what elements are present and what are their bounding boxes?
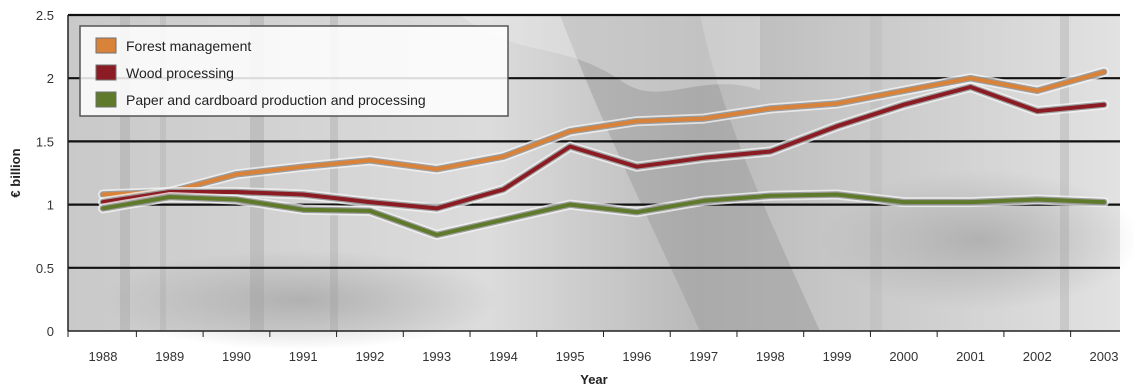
series-0-point-13	[968, 76, 973, 80]
series-0-point-10	[768, 106, 772, 111]
series-1-point-13	[968, 85, 973, 89]
series-0-point-2	[234, 172, 239, 176]
y-tick-label-2: 1	[47, 198, 54, 213]
series-1-point-2	[234, 190, 239, 194]
series-0-point-4	[368, 158, 372, 162]
series-1-point-3	[301, 192, 305, 197]
series-1-point-7	[568, 144, 572, 149]
series-1-point-14	[1035, 109, 1039, 113]
series-1-point-8	[635, 165, 639, 169]
series-0-point-9	[702, 117, 706, 121]
axes	[67, 15, 1120, 337]
series-line-1	[101, 85, 1106, 211]
series-2-point-7	[568, 203, 572, 207]
series-2-point-1	[168, 195, 172, 199]
x-tick-label-11: 1999	[823, 349, 852, 364]
series-0-point-12	[902, 89, 906, 93]
series-2-point-0	[101, 206, 105, 210]
series-1-point-12	[902, 103, 906, 107]
series-1-point-10	[768, 149, 772, 154]
x-tick-label-1: 1989	[155, 349, 184, 364]
x-tick-label-6: 1994	[489, 349, 518, 364]
y-tick-labels: 0 0.5 1 1.5 2 2.5	[36, 8, 54, 339]
series-0-point-5	[435, 167, 439, 171]
x-tick-label-3: 1991	[289, 349, 318, 364]
y-tick-label-4: 2	[47, 71, 54, 86]
series-2-point-3	[301, 208, 305, 212]
legend-swatch-paper-and-cardboard	[95, 91, 117, 108]
x-tick-label-0: 1988	[89, 349, 118, 364]
x-tick-labels: 1988 1989 1990 1991 1992 1993 1994 1995 1996 1997…	[89, 349, 1119, 364]
series-2-point-11	[835, 192, 839, 197]
legend: Forest management Wood processing Paper …	[79, 25, 509, 117]
series-2-point-2	[234, 197, 239, 202]
series-line-2	[101, 192, 1106, 237]
series-2-point-13	[968, 200, 973, 204]
series-2-point-8	[635, 210, 639, 214]
series-0-point-0	[101, 192, 105, 197]
plot-background	[68, 15, 1134, 350]
y-axis-title: € billion	[8, 148, 23, 197]
series-2-point-14	[1035, 197, 1039, 202]
series-layer	[98, 66, 1109, 240]
legend-label-forest-management: Forest management	[126, 38, 251, 54]
series-2-point-15	[1102, 200, 1106, 204]
series-0-point-11	[835, 101, 839, 106]
y-tick-label-1: 0.5	[36, 261, 54, 276]
x-axis-title: Year	[580, 372, 607, 387]
series-2-point-4	[368, 209, 372, 213]
x-tick-label-2: 1990	[222, 349, 251, 364]
series-1-point-6	[501, 187, 505, 192]
series-0-point-3	[301, 165, 305, 169]
series-line-0	[101, 69, 1106, 197]
series-0-point-6	[501, 154, 505, 159]
x-tick-label-7: 1995	[556, 349, 585, 364]
x-tick-label-9: 1997	[689, 349, 718, 364]
series-2-point-9	[702, 199, 706, 203]
series-0-point-8	[635, 119, 639, 123]
legend-swatch-forest-management	[95, 37, 117, 54]
x-tick-label-12: 2000	[889, 349, 918, 364]
legend-swatch-wood-processing	[95, 64, 117, 81]
series-2-point-6	[501, 218, 505, 222]
x-tick-label-13: 2001	[956, 349, 985, 364]
y-tick-label-0: 0	[47, 324, 54, 339]
x-tick-label-5: 1993	[422, 349, 451, 364]
x-tick-label-8: 1996	[622, 349, 651, 364]
series-0-point-7	[568, 129, 572, 133]
y-tick-label-3: 1.5	[36, 134, 54, 149]
series-2-point-5	[435, 233, 439, 237]
series-1-point-4	[368, 200, 372, 204]
x-tick-label-15: 2003	[1090, 349, 1119, 364]
series-1-point-15	[1102, 103, 1106, 107]
series-1-point-5	[435, 206, 439, 210]
series-1-point-0	[101, 200, 105, 204]
x-tick-label-14: 2002	[1023, 349, 1052, 364]
series-0-point-14	[1035, 89, 1039, 93]
series-2-point-12	[902, 200, 906, 204]
legend-label-paper-and-cardboard: Paper and cardboard production and proce…	[126, 92, 426, 108]
x-tick-label-10: 1998	[756, 349, 785, 364]
series-1-point-9	[702, 156, 706, 160]
series-2-point-10	[768, 194, 772, 198]
series-1-point-11	[835, 124, 839, 128]
series-0-point-15	[1102, 70, 1106, 74]
y-tick-label-5: 2.5	[36, 8, 54, 23]
legend-label-wood-processing: Wood processing	[126, 65, 234, 81]
legend-box	[79, 25, 509, 117]
x-tick-label-4: 1992	[355, 349, 384, 364]
